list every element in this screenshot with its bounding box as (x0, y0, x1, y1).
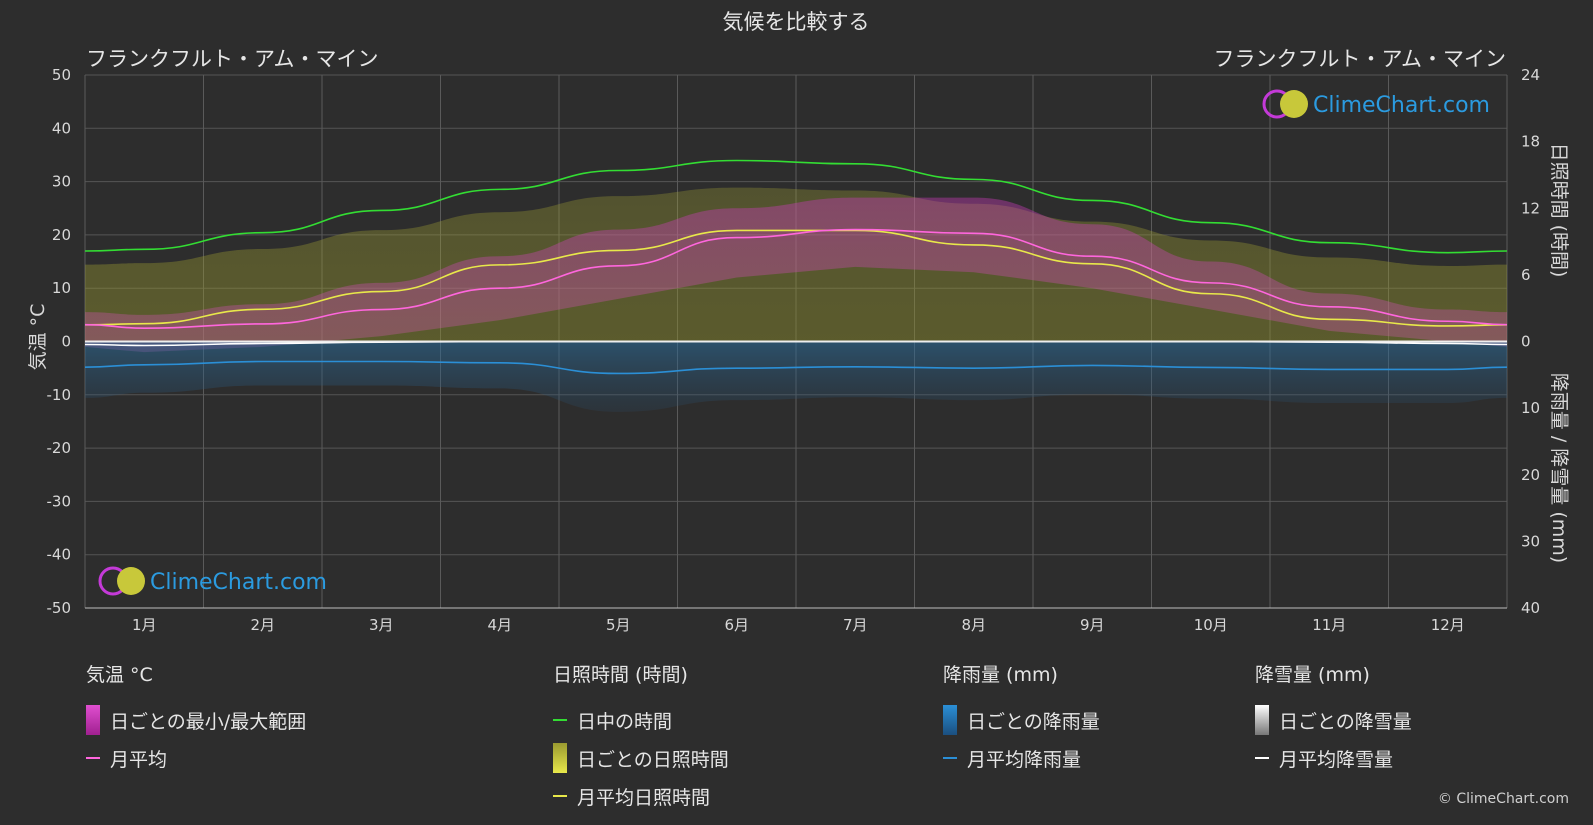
legend-snow-daily: 日ごとの降雪量 (1255, 701, 1412, 739)
month-label: 11月 (1312, 616, 1346, 634)
right-top-axis-label: 日照時間 (時間) (1548, 143, 1570, 278)
copyright: © ClimeChart.com (1437, 791, 1569, 807)
right-bottom-tick-label: 30 (1521, 532, 1540, 550)
legend-rain-avg: 月平均降雨量 (943, 739, 1100, 777)
left-tick-label: -50 (47, 599, 72, 617)
legend-temp-avg: 月平均 (86, 739, 306, 777)
rain-avg-swatch (943, 757, 957, 759)
chart-areas (85, 187, 1507, 412)
right-top-tick-label: 0 (1521, 333, 1531, 351)
legend-sun-daylight: 日中の時間 (553, 701, 729, 739)
location-left: フランクフルト・アム・マイン (86, 47, 379, 71)
sunshine-daily-swatch (553, 743, 567, 773)
month-label: 12月 (1431, 616, 1465, 634)
left-tick-label: 30 (52, 173, 71, 191)
legend-sun-daily-label: 日ごとの日照時間 (577, 748, 729, 771)
legend-snow-avg-label: 月平均降雪量 (1279, 748, 1394, 771)
chart-axes: 50 40 30 20 10 0 -10 -20 -30 -40 -50 24 18 12 6 0 10 20 30… (47, 66, 1541, 634)
legend-rain-daily-label: 日ごとの降雨量 (967, 710, 1100, 733)
right-top-tick-label: 24 (1521, 66, 1540, 84)
month-label: 1月 (132, 616, 157, 634)
legend-sunshine: 日照時間 (時間) 日中の時間 日ごとの日照時間 月平均日照時間 (553, 660, 729, 815)
rain-area (85, 341, 1507, 412)
location-right: フランクフルト・アム・マイン (1213, 47, 1506, 71)
right-top-tick-label: 12 (1521, 199, 1540, 217)
legend-snow-avg: 月平均降雪量 (1255, 739, 1412, 777)
legend-rain-avg-label: 月平均降雨量 (967, 748, 1082, 771)
chart-title: 気候を比較する (723, 10, 870, 34)
month-label: 3月 (369, 616, 394, 634)
right-top-tick-label: 18 (1521, 133, 1540, 151)
rain-avg-line (84, 360, 1508, 375)
right-bottom-tick-label: 20 (1521, 466, 1540, 484)
legend-rain-header: 降雨量 (mm) (943, 664, 1058, 686)
left-tick-label: -20 (47, 439, 72, 457)
daylight-swatch (553, 719, 567, 721)
sunshine-avg-line (84, 229, 1508, 327)
watermark-top: ClimeChart.com (1262, 89, 1490, 119)
legend-sun-header: 日照時間 (時間) (553, 664, 688, 686)
month-label: 4月 (487, 616, 512, 634)
series-lines (84, 159, 1508, 375)
snow-daily-swatch (1255, 705, 1269, 735)
left-tick-label: 10 (52, 279, 71, 297)
watermark-top-text: ClimeChart.com (1313, 93, 1490, 118)
climate-chart: 気候を比較する フランクフルト・アム・マイン フランクフルト・アム・マイン 50… (27, 10, 1570, 634)
left-tick-label: -40 (47, 546, 72, 564)
temperature-range-area (85, 197, 1507, 353)
temp-range-swatch (86, 705, 100, 735)
month-label: 7月 (843, 616, 868, 634)
legend-rain: 降雨量 (mm) 日ごとの降雨量 月平均降雨量 (943, 660, 1100, 777)
left-tick-label: 20 (52, 226, 71, 244)
month-label: 10月 (1194, 616, 1228, 634)
month-label: 6月 (724, 616, 749, 634)
month-label: 2月 (250, 616, 275, 634)
watermark-bottom: ClimeChart.com (98, 566, 327, 596)
legend-snow-header: 降雪量 (mm) (1255, 664, 1370, 686)
rain-daily-swatch (943, 705, 957, 735)
legend-temp-avg-label: 月平均 (110, 748, 168, 771)
month-label: 9月 (1080, 616, 1105, 634)
month-label: 5月 (606, 616, 631, 634)
left-axis-label: 気温 °C (27, 304, 49, 371)
left-tick-label: 0 (61, 333, 71, 351)
daylight-line (84, 159, 1508, 254)
legend-temp-range-label: 日ごとの最小/最大範囲 (110, 710, 307, 733)
left-tick-label: 40 (52, 119, 71, 137)
legend-rain-daily: 日ごとの降雨量 (943, 701, 1100, 739)
legend-snow: 降雪量 (mm) 日ごとの降雪量 月平均降雪量 (1255, 660, 1412, 777)
right-top-tick-label: 6 (1521, 266, 1531, 284)
snow-avg-swatch (1255, 757, 1269, 759)
left-tick-label: -30 (47, 492, 72, 510)
month-label: 8月 (961, 616, 986, 634)
legend-temperature: 気温 °C 日ごとの最小/最大範囲 月平均 (86, 660, 306, 777)
right-bottom-tick-label: 10 (1521, 399, 1540, 417)
legend-snow-daily-label: 日ごとの降雪量 (1279, 710, 1412, 733)
temp-avg-line (84, 228, 1508, 329)
legend-sun-daylight-label: 日中の時間 (577, 710, 673, 733)
legend-temp-header: 気温 °C (86, 664, 153, 686)
legend-sun-avg-label: 月平均日照時間 (577, 786, 711, 809)
legend-temp-range: 日ごとの最小/最大範囲 (86, 701, 306, 739)
legend-sun-daily: 日ごとの日照時間 (553, 739, 729, 777)
legend-sun-avg: 月平均日照時間 (553, 777, 729, 815)
temp-avg-swatch (86, 757, 100, 759)
right-bottom-tick-label: 40 (1521, 599, 1540, 617)
watermark-bottom-text: ClimeChart.com (150, 570, 327, 595)
sunshine-avg-swatch (553, 795, 567, 797)
left-tick-label: -10 (47, 386, 72, 404)
right-bottom-axis-label: 降雨量 / 降雪量 (mm) (1548, 373, 1570, 563)
left-tick-label: 50 (52, 66, 71, 84)
